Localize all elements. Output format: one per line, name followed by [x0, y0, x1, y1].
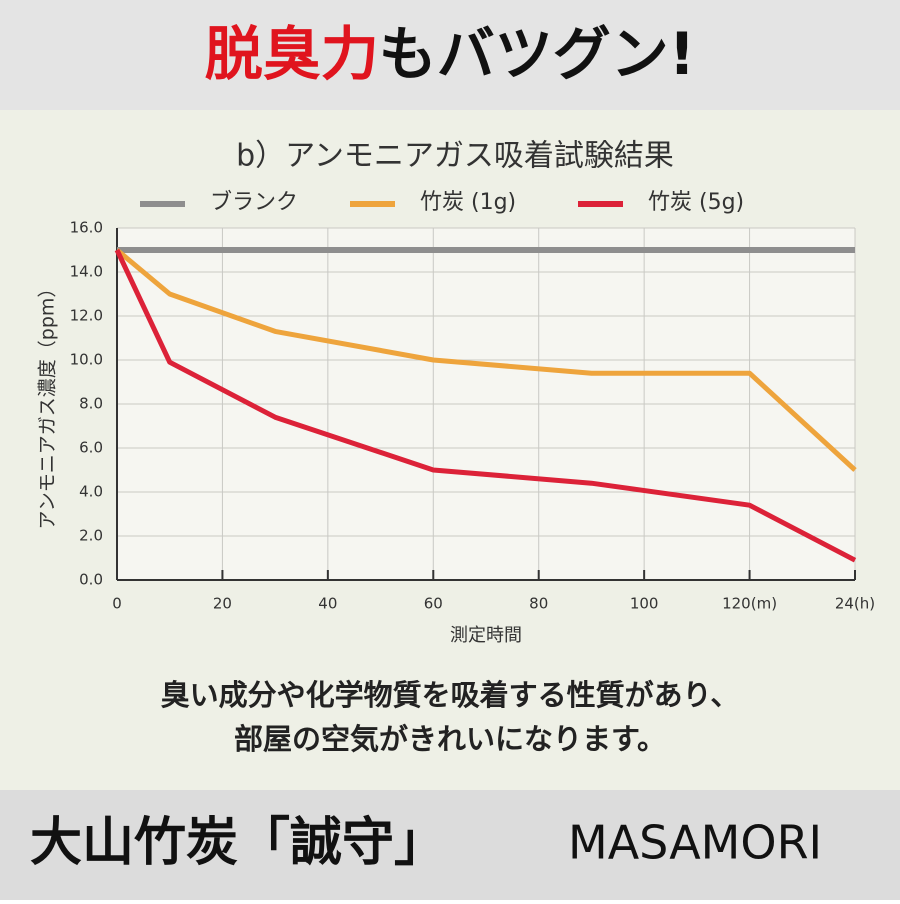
y-tick-label: 16.0	[70, 219, 103, 237]
legend-label: 竹炭 (5g)	[648, 190, 744, 215]
legend-label: ブランク	[210, 190, 298, 215]
y-tick-label: 8.0	[79, 395, 103, 413]
x-tick-label: 20	[213, 595, 232, 613]
headline-rest: もバツグン!	[379, 20, 695, 88]
footer-band	[0, 790, 900, 900]
y-tick-label: 0.0	[79, 571, 103, 589]
x-axis-label: 測定時間	[450, 625, 522, 646]
y-axis-label: アンモニアガス濃度（ppm）	[37, 279, 59, 530]
series-line	[115, 248, 857, 472]
y-tick-label: 10.0	[70, 351, 103, 369]
y-tick-label: 4.0	[79, 483, 103, 501]
brand: 大山竹炭「誠守」	[30, 813, 446, 873]
headline: 脱臭力もバツグン!	[205, 20, 695, 88]
x-tick-label: 24(h)	[835, 595, 875, 613]
legend-label: 竹炭 (1g)	[420, 190, 516, 215]
y-tick-label: 6.0	[79, 439, 103, 457]
caption-line: 臭い成分や化学物質を吸着する性質があり、	[161, 678, 740, 712]
brand-latin: MASAMORI	[568, 816, 822, 870]
x-tick-label: 80	[529, 595, 548, 613]
y-tick-label: 14.0	[70, 263, 103, 281]
x-tick-label: 120(m)	[722, 595, 777, 613]
x-tick-label: 60	[424, 595, 443, 613]
chart: 0.0 2.0 4.0 6.0 8.0 10.0 12.0 14.0 16.0 0 20 40 60 80…	[70, 190, 876, 613]
y-tick-label: 2.0	[79, 527, 103, 545]
header-band	[0, 0, 900, 110]
x-tick-label: 40	[318, 595, 337, 613]
headline-accent: 脱臭力	[205, 20, 379, 88]
y-tick-label: 12.0	[70, 307, 103, 325]
series-line	[114, 248, 857, 563]
x-tick-label: 0	[112, 595, 122, 613]
chart-title: b）アンモニアガス吸着試験結果	[236, 139, 674, 174]
x-tick-label: 100	[630, 595, 659, 613]
caption-line: 部屋の空気がきれいになります。	[234, 722, 666, 756]
